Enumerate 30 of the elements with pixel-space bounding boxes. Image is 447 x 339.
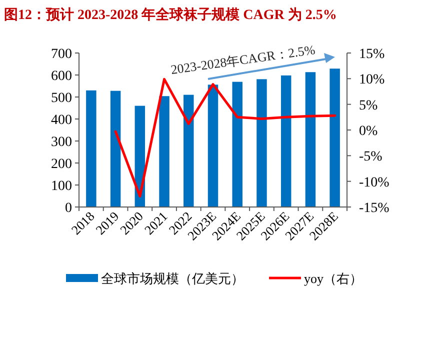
bar bbox=[208, 84, 218, 207]
y-tick-label: 200 bbox=[51, 157, 72, 172]
bar bbox=[184, 94, 194, 207]
y2-tick-label: -15% bbox=[359, 201, 390, 216]
y2-tick-label: 10% bbox=[359, 72, 385, 88]
bar bbox=[280, 75, 292, 207]
chart-title: 图12：预计 2023-2028 年全球袜子规模 CAGR 为 2.5% bbox=[4, 6, 337, 23]
y-tick-label: 300 bbox=[51, 135, 72, 150]
y2-tick-label: 5% bbox=[359, 98, 378, 114]
annotation: 2023-2028年CAGR：2.5% bbox=[170, 42, 316, 78]
y2-tick-label: 0% bbox=[359, 124, 378, 139]
bar bbox=[232, 82, 242, 207]
legend-label: 全球市场规模（亿美元） bbox=[101, 271, 244, 286]
y-tick-label: 400 bbox=[51, 113, 72, 128]
bar bbox=[159, 96, 170, 207]
y-tick-label: 500 bbox=[51, 91, 72, 106]
bar bbox=[86, 90, 96, 207]
y2-tick-label: -5% bbox=[359, 150, 383, 165]
bar bbox=[256, 79, 267, 207]
legend-label: yoy（右） bbox=[304, 271, 362, 286]
y-tick-label: 600 bbox=[51, 69, 72, 84]
bar bbox=[305, 72, 316, 207]
y2-tick-label: 15% bbox=[359, 47, 385, 62]
y-tick-label: 700 bbox=[51, 47, 72, 62]
bar bbox=[110, 90, 121, 207]
y-tick-label: 100 bbox=[51, 179, 72, 194]
line-series bbox=[114, 78, 336, 198]
bar bbox=[330, 68, 340, 207]
y-tick-label: 0 bbox=[65, 201, 72, 216]
y2-tick-label: -10% bbox=[359, 175, 390, 190]
